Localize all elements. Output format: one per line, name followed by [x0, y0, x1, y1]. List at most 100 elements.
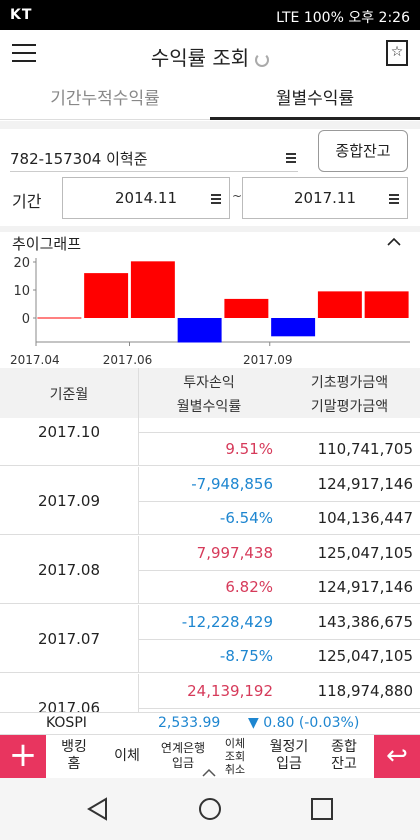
row-profit: -12,228,429: [181, 613, 273, 631]
period-from-select[interactable]: 2014.11: [62, 177, 230, 219]
row-begin: 124,917,146: [317, 475, 413, 493]
row-profit: -7,948,856: [191, 475, 273, 493]
home-circle-icon[interactable]: [198, 797, 222, 821]
y-tick-label: 0: [22, 312, 30, 327]
row-month: 2017.08: [37, 561, 101, 579]
x-tick-label: 2017.04: [10, 353, 60, 367]
back-triangle-icon[interactable]: [86, 797, 110, 821]
page-title: 수익률 조회: [150, 46, 250, 70]
row-end: 124,917,146: [317, 578, 413, 596]
row-month: 2017.07: [37, 630, 101, 648]
row-month: 2017.06: [37, 699, 101, 712]
system-nav-bar: [0, 778, 420, 840]
table-row[interactable]: 2017.0624,139,192118,974,88020.24%143,38…: [0, 674, 420, 712]
bottom-nav-item[interactable]: 연계은행 입금: [157, 741, 209, 771]
divider: [0, 226, 420, 232]
dropdown-list-icon: [389, 194, 399, 204]
row-begin: 125,047,105: [317, 544, 413, 562]
network-label: LTE: [276, 10, 300, 26]
graph-title: 추이그래프: [12, 235, 82, 253]
row-month: 2017.09: [37, 492, 101, 510]
row-end: 104,136,447: [317, 509, 413, 527]
bottom-nav-item-label: 취소: [224, 763, 246, 776]
col-profit: 투자손익: [183, 375, 235, 391]
row-rate: 9.51%: [225, 440, 273, 458]
tab-monthly-return[interactable]: 월별수익률: [210, 80, 420, 120]
summary-balance-button[interactable]: 종합잔고: [318, 130, 408, 172]
bottom-nav-item-label: 종합: [331, 739, 357, 755]
chevron-up-icon[interactable]: [202, 768, 216, 777]
bottom-nav-item-label: 월정기: [269, 739, 309, 755]
bar: [130, 261, 175, 318]
table-row[interactable]: 2017.08 7,997,438 125,047,105 6.82% 124,917,…: [0, 536, 420, 604]
status-bar: KT LTE 100% 오후 2:26: [0, 0, 420, 30]
favorite-bookmark-icon[interactable]: ☆: [386, 40, 408, 66]
bottom-nav-item[interactable]: 뱅킹 홈: [52, 739, 96, 773]
row-rate: -6.54%: [219, 509, 273, 527]
back-button[interactable]: ↩: [374, 735, 420, 779]
bottom-nav: + 뱅킹 홈 이체 연계은행 입금 이체 조회 취소 월정기 입금 종합 잔고 ↩: [0, 734, 420, 779]
period-separator: ~: [232, 189, 243, 203]
menu-icon[interactable]: [12, 44, 36, 64]
divider: [0, 121, 420, 129]
y-tick-label: 10: [13, 284, 30, 299]
col-end: 기말평가금액: [310, 399, 389, 415]
table-row[interactable]: 2017.09 -7,948,856 124,917,146 -6.54% 104,13…: [0, 467, 420, 535]
row-end: 110,741,705: [317, 440, 413, 458]
bar: [317, 291, 362, 318]
carrier-label: KT: [10, 7, 33, 23]
bottom-nav-item-label: 이체: [114, 748, 140, 764]
chevron-up-icon[interactable]: [386, 234, 402, 250]
bottom-nav-item-label: 홈: [67, 756, 81, 772]
dropdown-list-icon: [211, 194, 221, 204]
kospi-label: KOSPI: [46, 715, 87, 731]
bottom-nav-item-label: 입금: [276, 756, 302, 772]
kospi-ticker[interactable]: KOSPI 2,533.99 ▼ 0.80 (-0.03%): [0, 712, 420, 734]
bar: [177, 318, 222, 343]
bar: [364, 291, 409, 318]
refresh-icon[interactable]: [255, 52, 270, 67]
app-header: 수익률 조회 ☆: [0, 30, 420, 80]
bottom-nav-item-label: 입금: [171, 756, 195, 770]
tab-cumulative-return[interactable]: 기간누적수익률: [50, 89, 160, 109]
bottom-nav-item[interactable]: 이체: [107, 748, 147, 765]
bottom-nav-item-label: 이체: [224, 737, 246, 750]
bar: [271, 318, 316, 337]
returns-table[interactable]: 2017.10 9.51% 110,741,705 2017.09 -7,948,856…: [0, 418, 420, 712]
table-row[interactable]: 2017.10 9.51% 110,741,705: [0, 418, 420, 466]
table-row[interactable]: 2017.07 -12,228,429 143,386,675 -8.75% 125,0…: [0, 605, 420, 673]
row-month: 2017.10: [37, 423, 101, 441]
x-tick-label: 2017.06: [103, 353, 153, 367]
col-begin: 기초평가금액: [310, 375, 389, 391]
bottom-nav-item[interactable]: 종합 잔고: [320, 739, 368, 773]
clock: 오후 2:26: [348, 10, 410, 26]
account-select[interactable]: 782-157304 이혁준: [10, 146, 298, 172]
table-header: 기준월 투자손익 기초평가금액 월별수익률 기말평가금액: [0, 368, 420, 418]
bottom-nav-item-label: 조회: [224, 750, 246, 763]
row-begin: 118,974,880: [317, 682, 413, 700]
kospi-value: 2,533.99: [158, 715, 221, 731]
recent-apps-icon[interactable]: [310, 797, 334, 821]
col-month: 기준월: [49, 387, 89, 403]
row-rate: 6.82%: [225, 578, 273, 596]
add-menu-button[interactable]: +: [0, 735, 46, 779]
bar: [84, 273, 129, 318]
row-rate: -8.75%: [219, 647, 273, 665]
col-rate: 월별수익률: [176, 399, 242, 415]
account-number: 782-157304: [10, 150, 102, 168]
battery-label: 100%: [303, 10, 344, 26]
period-label: 기간: [12, 192, 42, 211]
row-end: 125,047,105: [317, 647, 413, 665]
bar: [224, 298, 269, 318]
kospi-change: ▼ 0.80 (-0.03%): [248, 715, 360, 731]
bottom-nav-item-label: 뱅킹: [61, 739, 87, 755]
bottom-nav-item[interactable]: 월정기 입금: [263, 739, 315, 773]
period-to-select[interactable]: 2017.11: [242, 177, 408, 219]
account-name: 이혁준: [106, 150, 148, 168]
bottom-nav-item-label: 연계은행: [160, 741, 206, 755]
dropdown-list-icon: [286, 153, 296, 163]
bottom-nav-item-label: 잔고: [331, 756, 357, 772]
x-tick-label: 2017.09: [243, 353, 293, 367]
tab-bar: 기간누적수익률 월별수익률: [0, 80, 420, 120]
bottom-nav-item[interactable]: 이체 조회 취소: [215, 737, 255, 776]
